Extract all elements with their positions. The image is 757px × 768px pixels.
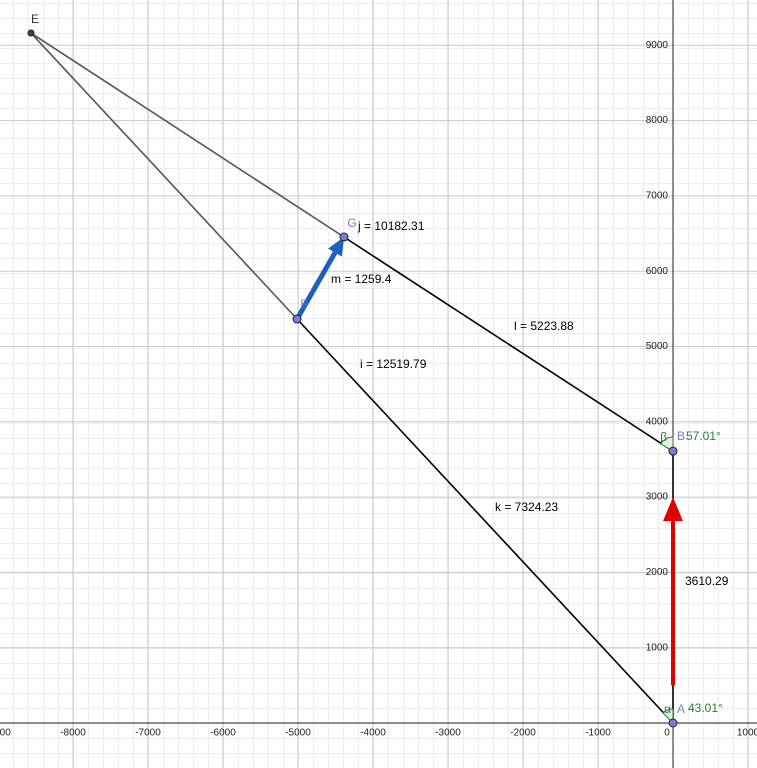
y-tick-label: 2000 [646,567,669,578]
point-label: G [347,216,356,230]
x-tick-label: 0 [664,728,670,739]
point[interactable] [339,232,349,242]
point[interactable] [668,446,678,456]
vector-head [328,237,344,257]
point-label: F [300,297,307,311]
y-tick-label: 8000 [646,115,669,126]
angle-arc [660,436,674,452]
segment [30,32,345,238]
y-tick-label: 5000 [646,341,669,352]
angle-value: 57.01° [686,429,721,443]
point-label: E [31,12,39,26]
vector-head [663,497,683,522]
x-tick-label: -2000 [510,728,536,739]
angle-value: 43.01° [688,701,723,715]
point[interactable] [292,314,302,324]
vector-shaft [294,251,338,321]
x-tick-label: -5000 [285,728,311,739]
segment-label: j = 10182.31 [357,219,425,233]
y-tick-label: 7000 [646,191,669,202]
point-label: B [677,429,685,443]
y-tick-label: 1000 [646,642,669,653]
x-tick-label: -1000 [585,728,611,739]
x-tick-label: -9000 [0,728,11,739]
x-tick-label: -8000 [60,728,86,739]
segment-label: i = 12519.79 [360,357,427,371]
angle-symbol: β [660,430,667,444]
point[interactable] [668,718,678,728]
x-tick-label: 1000 [737,728,757,739]
segment-label: m = 1259.4 [331,272,392,286]
point[interactable] [27,29,35,37]
segment [30,32,298,320]
y-tick-label: 3000 [646,492,669,503]
x-tick-label: -6000 [210,728,236,739]
x-tick-label: -4000 [360,728,386,739]
angle-symbol: α [664,702,671,716]
x-tick-label: -3000 [435,728,461,739]
segment-label: k = 7324.23 [495,500,558,514]
y-tick-label: 9000 [646,40,669,51]
y-tick-label: 6000 [646,266,669,277]
segment-label: 3610.29 [685,574,729,588]
segment [343,236,674,452]
segment-label: l = 5223.88 [514,319,574,333]
segment [296,318,674,724]
x-tick-label: -7000 [135,728,161,739]
point-label: A [677,702,685,716]
y-tick-label: 4000 [646,416,669,427]
